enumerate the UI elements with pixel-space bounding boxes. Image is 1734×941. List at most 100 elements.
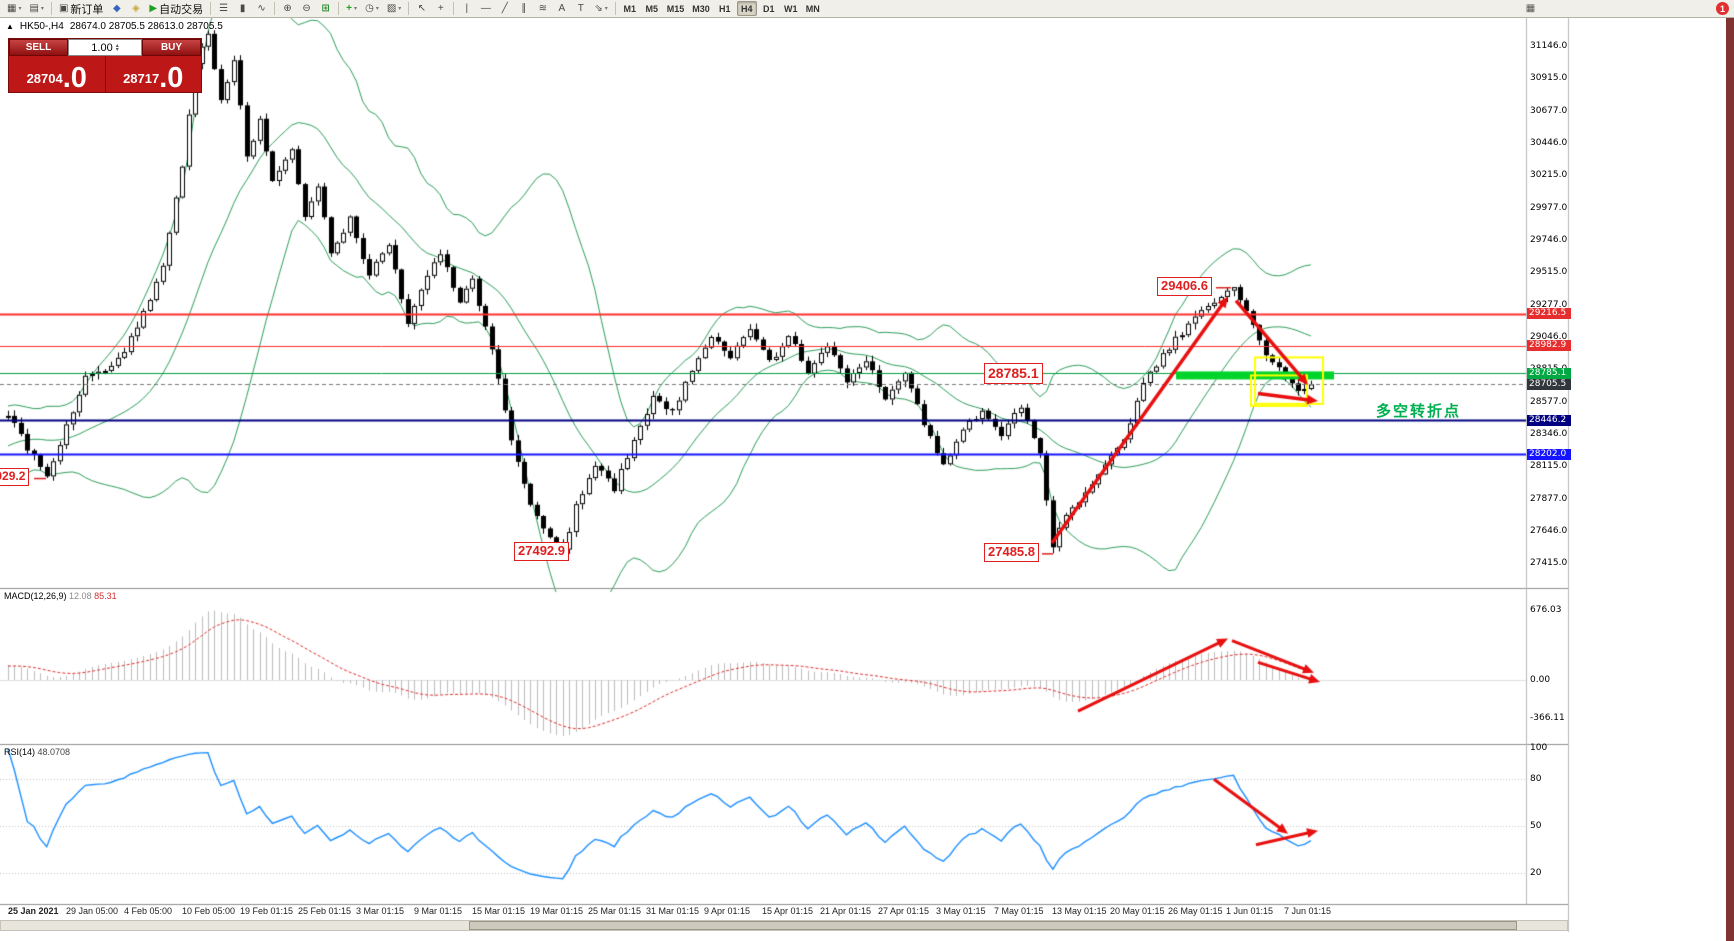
price-axis-label: 29515.0 [1530,267,1568,278]
volume-up-icon[interactable]: ▴ [115,42,119,49]
periods-button[interactable]: ◷ ▾ [362,1,382,16]
time-axis-label: 7 Jun 01:15 [1284,906,1332,916]
timeframe-d1-button[interactable]: D1 [762,3,775,14]
macd-name: MACD(12,26,9) [4,591,67,601]
fibonacci-tool-button[interactable]: ≋ [534,1,551,16]
timeframe-h1-button[interactable]: H1 [718,3,731,14]
time-axis-label: 9 Apr 01:15 [704,906,751,916]
autotrade-button[interactable]: ▶ 自动交易 [146,1,206,16]
bar-chart-button[interactable]: ☰ [215,1,232,16]
symbol-period-label: HK50-,H4 [19,21,64,32]
price-annotation[interactable]: 28029.2 [0,468,30,486]
new-chart-button[interactable]: ▦ ▾ [4,1,24,16]
buy-button[interactable]: BUY [142,39,201,56]
dropdown-arrow-icon: ▾ [375,6,379,12]
timeframe-m1-button[interactable]: M1 [623,3,636,14]
volume-down-icon[interactable]: ▾ [115,46,119,53]
crosshair-tool-icon: + [437,2,444,14]
price-axis-label: 27877.0 [1530,494,1568,505]
time-axis-label: 7 May 01:15 [994,906,1044,916]
price-axis-label: 30446.0 [1530,138,1568,149]
timeframe-m5-button[interactable]: M5 [645,3,658,14]
timeframe-m30-button[interactable]: M30 [692,3,710,14]
rsi-axis-label: 100 [1530,743,1548,753]
price-annotation[interactable]: 27492.9 [514,542,569,562]
buy-price[interactable]: 28717.0 [106,56,202,93]
timeframe-m15-button[interactable]: M15 [666,3,685,14]
toolbar-separator [274,2,276,15]
scrollbar-thumb[interactable] [469,921,1517,930]
time-axis-label: 13 May 01:15 [1052,906,1107,916]
price-annotation[interactable]: 27485.8 [984,543,1039,563]
volume-input[interactable]: 1.00 ▴ ▾ [68,39,142,56]
cursor-tool-button[interactable]: ↖ [413,1,430,16]
crosshair-tool-button[interactable]: + [432,1,449,16]
tile-windows-button[interactable]: ⊞ [317,1,334,16]
price-axis-label: 28115.0 [1530,461,1568,472]
vertical-line-tool-icon: | [465,2,469,14]
turning-point-note[interactable]: 多空转折点 [1376,403,1462,421]
text-label-tool-button[interactable]: T [572,1,589,16]
time-axis-label: 26 May 01:15 [1168,906,1223,916]
templates-button[interactable]: ▨ ▾ [384,1,404,16]
horizontal-scrollbar[interactable] [0,920,1568,931]
toolbar-separator [50,2,52,15]
text-tool-button[interactable]: A [553,1,570,16]
strategy-tester-button[interactable]: ◈ [127,1,144,16]
rsi-axis-label: 20 [1530,867,1542,878]
timeframe-h4-button[interactable]: H4 [736,1,757,16]
sell-price[interactable]: 28704.0 [9,56,106,93]
text-label-tool-icon: T [577,2,584,14]
arrows-tool-button[interactable]: ⇘ ▾ [591,1,610,16]
metaeditor-button[interactable]: ◆ [108,1,125,16]
profiles-button[interactable]: ▤ ▾ [26,1,46,16]
zoom-in-button[interactable]: ⊕ [279,1,296,16]
macd-main-value: 12.08 [69,591,92,601]
one-click-trading-panel: SELL 1.00 ▴ ▾ BUY 28704.0 28717.0 [8,38,202,93]
timeframe-w1-button[interactable]: W1 [784,3,798,14]
fibonacci-tool-icon: ≋ [538,2,547,14]
timeframe-mn-button[interactable]: MN [805,3,820,14]
one-click-collapse-toggle[interactable]: ▲ [6,22,14,31]
candlestick-chart-button[interactable]: ▮ [234,1,251,16]
time-axis-label: 21 Apr 01:15 [820,906,872,916]
new-order-button[interactable]: ▣ 新订单 [56,1,106,16]
metaeditor-icon: ◆ [113,2,121,14]
channel-tool-button[interactable]: ∥ [515,1,532,16]
profiles-icon: ▤ [29,2,39,14]
indicators-button[interactable]: + ▾ [343,1,360,16]
zoom-out-icon: ⊖ [302,2,311,14]
bar-chart-icon: ☰ [219,2,229,14]
sell-button[interactable]: SELL [9,39,68,56]
rsi-axis-label: 50 [1530,821,1542,831]
line-chart-button[interactable]: ∿ [253,1,270,16]
right-edge-strip [1726,0,1734,941]
time-axis-label: 9 Mar 01:15 [414,906,463,916]
price-axis-label: 28346.0 [1530,429,1568,440]
volume-spinner: ▴ ▾ [115,42,119,53]
rsi-name: RSI(14) [4,747,36,757]
price-axis-tag: 28785.1 [1527,367,1571,379]
periods-icon: ◷ [365,2,374,14]
chart-shift-button[interactable]: ▦ [1522,1,1539,16]
price-annotation[interactable]: 28785.1 [984,363,1043,384]
new-order-button-label: 新订单 [70,3,104,16]
toolbar-separator [210,2,212,15]
vertical-line-tool-button[interactable]: | [458,1,475,16]
horizontal-line-tool-button[interactable]: — [477,1,494,16]
rsi-indicator-label: RSI(14) 48.0708 [4,747,70,757]
toolbar-separator [338,2,340,15]
time-axis-label: 19 Feb 01:15 [240,906,294,916]
chart-shift-icon: ▦ [1525,2,1536,14]
price-axis-label: 27646.0 [1530,526,1568,537]
price-annotation[interactable]: 29406.6 [1157,277,1212,297]
zoom-out-button[interactable]: ⊖ [298,1,315,16]
time-axis-label: 31 Mar 01:15 [646,906,700,916]
time-axis-label: 3 Mar 01:15 [356,906,405,916]
autotrade-button-label: 自动交易 [159,3,204,16]
trendline-tool-button[interactable]: ╱ [496,1,513,16]
notification-badge[interactable]: 1 [1716,2,1729,15]
candlestick-chart-icon: ▮ [239,2,246,14]
